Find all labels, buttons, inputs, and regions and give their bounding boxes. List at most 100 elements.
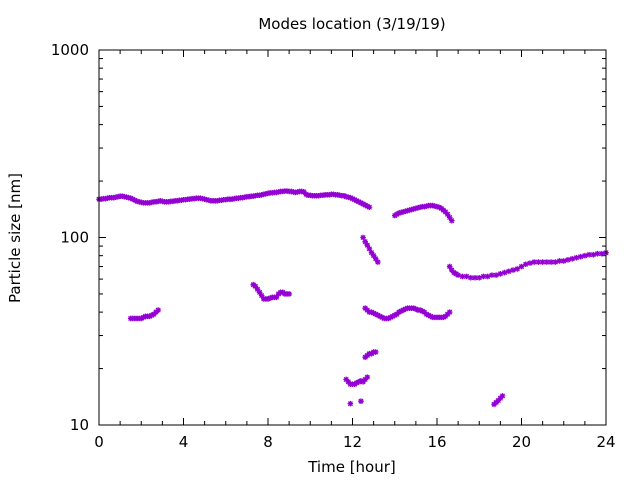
plot-frame [98,49,607,426]
data-point [385,315,392,322]
data-point [423,311,430,317]
data-point [455,272,461,278]
data-point [360,234,366,241]
data-point [349,195,356,202]
data-point [364,203,371,209]
data-point [427,313,434,320]
axis-ticks: 0 4 8 12 16 20 24 10 100 1000 [51,41,616,451]
data-point [362,202,368,208]
data-point [372,255,379,262]
data-point [356,199,362,205]
data-point [130,196,136,203]
data-point [358,378,364,384]
x-tick-label: 16 [427,433,446,451]
data-point [362,238,368,245]
data-point [446,309,453,315]
data-point [594,250,601,257]
y-tick-label: 10 [70,416,89,434]
data-point [446,214,453,221]
data-point [303,191,309,198]
x-tick-label: 4 [179,433,189,451]
data-point [132,197,138,204]
data-point [413,306,419,312]
data-point [552,259,559,265]
data-point [258,292,265,299]
data-point [398,308,404,314]
data-point [410,305,417,311]
data-point [463,273,470,280]
data-point [345,378,352,385]
data-point [442,209,449,215]
data-point [480,273,487,280]
y-tick-label: 100 [60,229,89,247]
data-point [372,349,379,355]
data-point [476,274,483,281]
data-point [484,273,491,280]
data-point [368,309,375,315]
data-point [140,314,147,321]
data-point [402,306,409,312]
data-point [514,266,521,272]
data-point [495,397,502,404]
data-point [366,246,373,252]
y-tick-label: 1000 [51,41,89,59]
data-point [343,376,349,383]
data-point [459,273,466,280]
data-point [364,242,371,248]
data-point [425,312,432,319]
x-tick-label: 24 [596,433,615,451]
data-point [370,252,377,259]
data-point [379,314,385,321]
data-point [556,258,563,264]
data-point [358,398,364,404]
data-point [535,259,542,265]
data-point [400,307,406,313]
data-point [569,255,575,262]
data-point [364,374,371,380]
data-point [531,259,537,265]
data-point [252,283,259,289]
data-point [497,271,504,277]
data-point [389,313,396,320]
data-point [372,311,379,317]
data-point [351,196,358,203]
data-point [353,379,360,386]
data-point [155,307,161,313]
x-tick-label: 8 [263,433,273,451]
data-point [127,195,134,202]
chart-title: Modes location (3/19/19) [258,15,445,33]
data-point [417,307,423,313]
data-point [356,378,362,385]
data-point [273,294,280,301]
data-point [444,211,451,218]
data-point [468,274,474,281]
data-point [544,259,550,265]
data-point [353,197,360,204]
data-point [489,272,495,278]
data-point [265,296,271,302]
data-point [448,217,455,224]
data-point [472,274,478,281]
data-point [396,309,402,315]
data-point [539,259,546,265]
data-point [448,267,455,273]
x-tick-label: 20 [512,433,531,451]
data-point [499,393,506,399]
data-point [497,395,504,401]
data-point [442,313,449,320]
data-point [510,267,516,273]
data-point [518,263,525,270]
data-point [436,204,442,211]
data-point [565,257,571,263]
data-point [360,201,366,207]
y-axis-label: Particle size [nm] [6,173,24,303]
data-point [375,259,381,265]
data-point [419,308,426,314]
data-point [377,313,383,320]
data-point [446,263,453,270]
data-point [590,251,597,258]
data-point [347,400,354,407]
data-point [341,192,347,199]
data-point [370,310,377,316]
data-point [586,251,592,258]
